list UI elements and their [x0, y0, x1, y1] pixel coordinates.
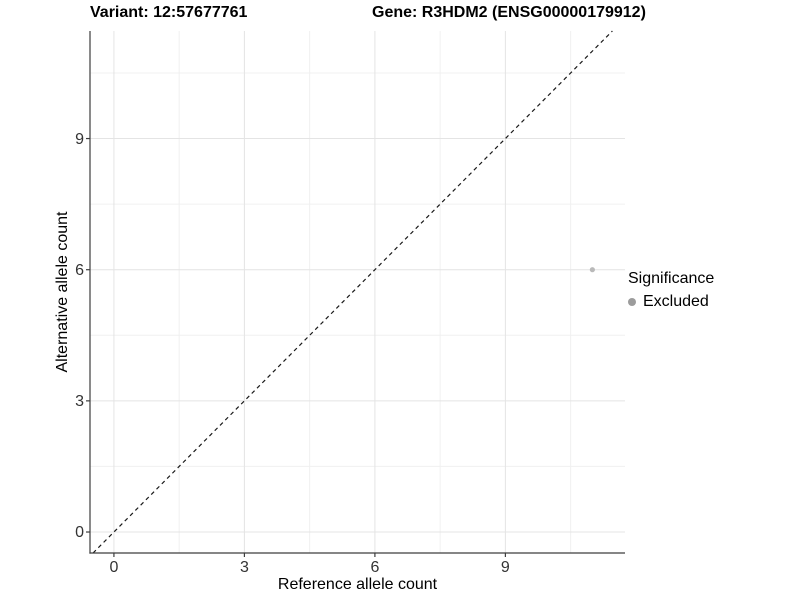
x-axis-label: Reference allele count	[277, 576, 438, 593]
legend-item-label: Excluded	[643, 293, 709, 310]
x-tick-label: 0	[109, 559, 119, 576]
legend: Significance Excluded	[628, 270, 714, 311]
identity-dashed-line	[92, 30, 613, 554]
x-tick-label: 3	[239, 559, 249, 576]
gene-title: Gene: R3HDM2 (ENSG00000179912)	[372, 4, 646, 21]
y-tick-label: 9	[75, 130, 84, 148]
data-point	[589, 267, 595, 273]
excluded-dot-icon	[628, 298, 636, 306]
y-tick-label: 0	[75, 524, 84, 541]
variant-title: Variant: 12:57677761	[90, 4, 248, 21]
y-tick-label: 3	[75, 392, 84, 410]
x-tick-label: 9	[500, 559, 510, 576]
y-axis-label: Alternative allele count	[54, 211, 71, 373]
y-tick-label: 6	[75, 261, 84, 279]
legend-item-excluded: Excluded	[628, 293, 714, 311]
x-tick-label: 6	[370, 559, 380, 576]
legend-title: Significance	[628, 270, 715, 287]
